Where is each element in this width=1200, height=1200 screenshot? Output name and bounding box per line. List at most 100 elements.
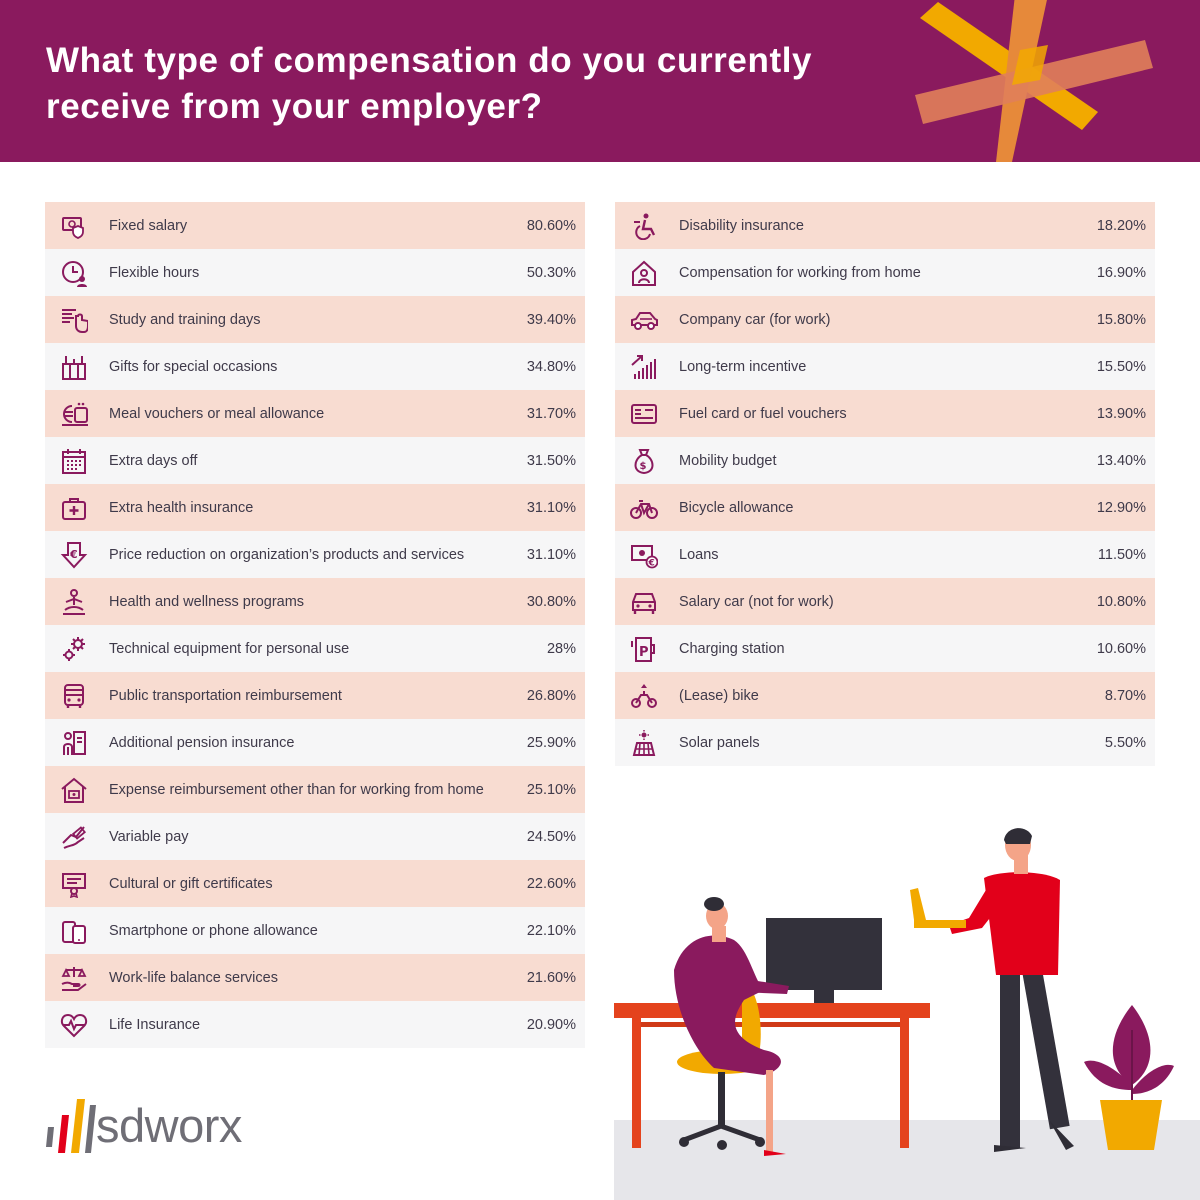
compensation-list-left: Fixed salary 80.60% Flexible hours 50.30% St… bbox=[45, 202, 585, 1048]
bus-icon bbox=[59, 681, 89, 711]
item-label: Public transportation reimbursement bbox=[109, 687, 342, 704]
lease-bike-icon bbox=[629, 681, 659, 711]
item-label: Additional pension insurance bbox=[109, 734, 295, 751]
item-percentage: 25.90% bbox=[526, 734, 576, 751]
svg-text:$: $ bbox=[640, 461, 647, 472]
item-percentage: 10.60% bbox=[1096, 640, 1146, 657]
compensation-list-right: Disability insurance 18.20% Compensation f… bbox=[615, 202, 1155, 766]
list-item: Work-life balance services 21.60% bbox=[45, 954, 585, 1001]
office-illustration bbox=[614, 828, 1200, 1200]
list-item: Flexible hours 50.30% bbox=[45, 249, 585, 296]
item-label: Long-term incentive bbox=[679, 358, 807, 375]
list-item: € Price reduction on organization’s produ… bbox=[45, 531, 585, 578]
item-percentage: 31.50% bbox=[526, 452, 576, 469]
logo-mark-icon bbox=[46, 1099, 96, 1153]
euro-banknote-icon: € bbox=[629, 540, 659, 570]
meditation-icon bbox=[59, 587, 89, 617]
item-percentage: 10.80% bbox=[1096, 593, 1146, 610]
list-item: Extra health insurance 31.10% bbox=[45, 484, 585, 531]
list-item: Smartphone or phone allowance 22.10% bbox=[45, 907, 585, 954]
list-item: Salary car (not for work) 10.80% bbox=[615, 578, 1155, 625]
list-item: Gifts for special occasions 34.80% bbox=[45, 343, 585, 390]
wheelchair-icon bbox=[629, 211, 659, 241]
item-percentage: 5.50% bbox=[1104, 734, 1146, 751]
crossed-stripes-decoration bbox=[915, 0, 1153, 162]
item-percentage: 22.10% bbox=[526, 922, 576, 939]
sitting-woman-illustration bbox=[674, 897, 789, 1156]
list-item: Study and training days 39.40% bbox=[45, 296, 585, 343]
list-item: Meal vouchers or meal allowance 31.70% bbox=[45, 390, 585, 437]
list-item: Company car (for work) 15.80% bbox=[615, 296, 1155, 343]
sdworx-logo: sdworx bbox=[44, 1095, 284, 1161]
meal-voucher-icon bbox=[59, 399, 89, 429]
list-item: Technical equipment for personal use 28% bbox=[45, 625, 585, 672]
item-percentage: 11.50% bbox=[1097, 546, 1146, 563]
list-item: Long-term incentive 15.50% bbox=[615, 343, 1155, 390]
list-item: Cultural or gift certificates 22.60% bbox=[45, 860, 585, 907]
list-item: Disability insurance 18.20% bbox=[615, 202, 1155, 249]
item-label: (Lease) bike bbox=[679, 687, 759, 704]
item-label: Gifts for special occasions bbox=[109, 358, 278, 375]
bicycle-icon bbox=[629, 493, 659, 523]
presentation-hand-icon bbox=[59, 305, 89, 335]
item-percentage: 12.90% bbox=[1096, 499, 1146, 516]
monitor-icon bbox=[766, 918, 882, 1003]
item-label: Charging station bbox=[679, 640, 785, 657]
medical-kit-icon bbox=[59, 493, 89, 523]
item-percentage: 16.90% bbox=[1096, 264, 1146, 281]
svg-text:€: € bbox=[648, 558, 655, 568]
item-label: Compensation for working from home bbox=[679, 264, 921, 281]
list-item: Variable pay 24.50% bbox=[45, 813, 585, 860]
item-percentage: 24.50% bbox=[526, 828, 576, 845]
home-person-icon bbox=[629, 258, 659, 288]
list-item: Fuel card or fuel vouchers 13.90% bbox=[615, 390, 1155, 437]
clock-person-icon bbox=[59, 258, 89, 288]
heart-pulse-icon bbox=[59, 1010, 89, 1040]
page-title: What type of compensation do you current… bbox=[46, 41, 813, 126]
item-label: Disability insurance bbox=[679, 217, 804, 234]
item-label: Mobility budget bbox=[679, 452, 777, 469]
item-label: Technical equipment for personal use bbox=[109, 640, 350, 657]
item-percentage: 80.60% bbox=[526, 217, 576, 234]
plant-icon bbox=[1084, 1005, 1174, 1150]
item-percentage: 15.80% bbox=[1096, 311, 1146, 328]
pension-person-icon bbox=[59, 728, 89, 758]
item-percentage: 30.80% bbox=[526, 593, 576, 610]
list-item: P Charging station 10.60% bbox=[615, 625, 1155, 672]
list-item: Fixed salary 80.60% bbox=[45, 202, 585, 249]
item-label: Work-life balance services bbox=[109, 969, 278, 986]
fuel-card-icon bbox=[629, 399, 659, 429]
item-percentage: 8.70% bbox=[1104, 687, 1146, 704]
list-item: Compensation for working from home 16.90% bbox=[615, 249, 1155, 296]
car-icon bbox=[629, 305, 659, 335]
item-percentage: 21.60% bbox=[526, 969, 576, 986]
list-item: € Loans 11.50% bbox=[615, 531, 1155, 578]
list-item: Bicycle allowance 12.90% bbox=[615, 484, 1155, 531]
list-item: Solar panels 5.50% bbox=[615, 719, 1155, 766]
item-percentage: 13.40% bbox=[1096, 452, 1146, 469]
list-item: Public transportation reimbursement 26.80… bbox=[45, 672, 585, 719]
item-percentage: 31.10% bbox=[526, 546, 576, 563]
item-label: Loans bbox=[679, 546, 719, 563]
item-label: Health and wellness programs bbox=[109, 593, 305, 610]
item-percentage: 13.90% bbox=[1096, 405, 1146, 422]
item-percentage: 26.80% bbox=[526, 687, 576, 704]
list-item: (Lease) bike 8.70% bbox=[615, 672, 1155, 719]
item-label: Salary car (not for work) bbox=[679, 593, 834, 610]
item-label: Price reduction on organization’s produc… bbox=[109, 546, 465, 563]
logo-wordmark: sdworx bbox=[96, 1099, 242, 1152]
item-label: Study and training days bbox=[109, 311, 261, 328]
svg-text:P: P bbox=[639, 645, 649, 660]
item-percentage: 50.30% bbox=[526, 264, 576, 281]
charging-station-icon: P bbox=[629, 634, 659, 664]
item-label: Variable pay bbox=[109, 828, 189, 845]
item-label: Fuel card or fuel vouchers bbox=[679, 405, 847, 422]
certificate-icon bbox=[59, 869, 89, 899]
gift-icon bbox=[59, 352, 89, 382]
item-percentage: 39.40% bbox=[526, 311, 576, 328]
list-item: Expense reimbursement other than for wor… bbox=[45, 766, 585, 813]
list-item: Additional pension insurance 25.90% bbox=[45, 719, 585, 766]
item-label: Fixed salary bbox=[109, 217, 188, 234]
item-label: Expense reimbursement other than for wor… bbox=[109, 781, 484, 798]
item-percentage: 20.90% bbox=[526, 1016, 576, 1033]
